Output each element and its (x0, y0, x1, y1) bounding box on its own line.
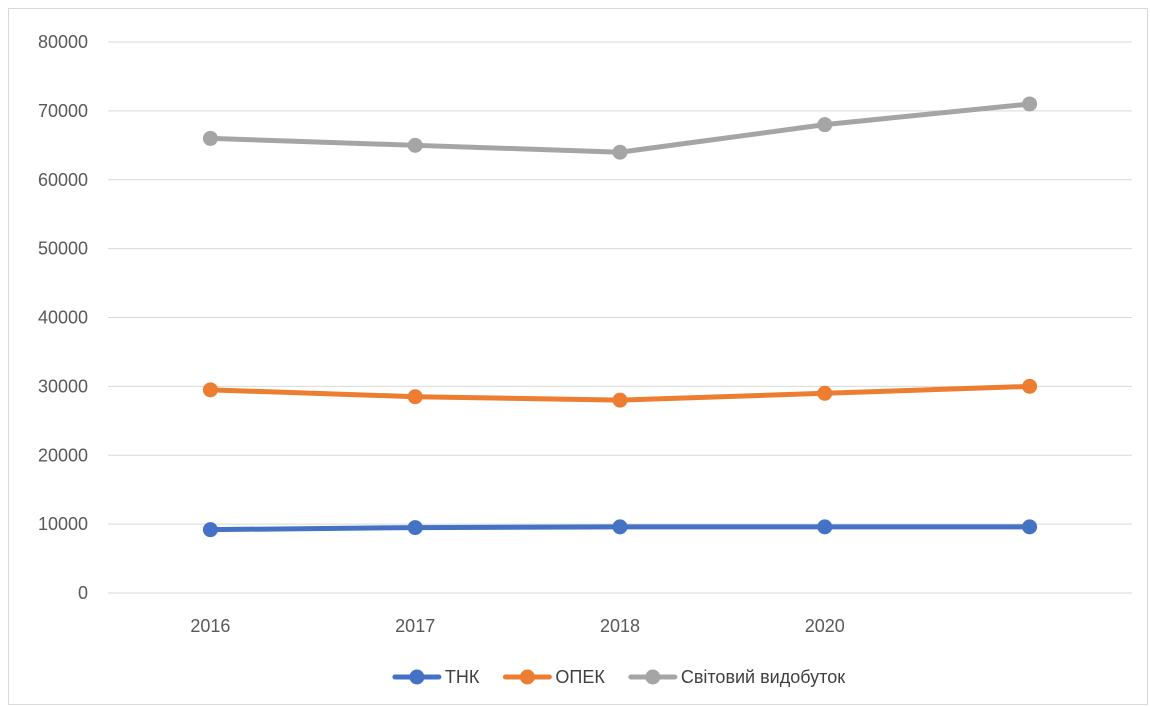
data-point (1022, 96, 1038, 112)
data-point (202, 382, 218, 398)
data-point (817, 519, 833, 535)
y-tick-label: 70000 (38, 101, 88, 121)
y-tick-label: 40000 (38, 308, 88, 328)
legend-marker-dot (409, 669, 425, 685)
data-point (612, 519, 628, 535)
data-point (612, 392, 628, 408)
data-point (407, 520, 423, 536)
y-tick-label: 60000 (38, 170, 88, 190)
y-tick-label: 50000 (38, 239, 88, 259)
legend-label: ОПЕК (555, 667, 605, 687)
x-tick-label: 2016 (190, 616, 230, 636)
data-point (1022, 519, 1038, 535)
x-tick-label: 2018 (600, 616, 640, 636)
legend-marker-dot (645, 669, 661, 685)
data-point (1022, 378, 1038, 394)
legend-label: ТНК (445, 667, 480, 687)
y-tick-label: 20000 (38, 445, 88, 465)
x-tick-label: 2017 (395, 616, 435, 636)
y-tick-label: 10000 (38, 514, 88, 534)
gridlines (108, 41, 1132, 594)
data-point (202, 522, 218, 538)
series-lines (202, 96, 1038, 538)
data-point (202, 130, 218, 146)
legend-label: Світовий видобуток (681, 667, 845, 687)
legend: ТНК ОПЕК Світовий видобуток (392, 667, 845, 687)
data-point (817, 385, 833, 401)
chart-area (8, 8, 1148, 705)
y-axis-tick-labels: 0 10000 20000 30000 40000 50000 60000 70000 8000… (38, 32, 88, 603)
y-tick-label: 0 (78, 583, 88, 603)
data-point (817, 117, 833, 133)
data-point (407, 389, 423, 405)
y-tick-label: 30000 (38, 376, 88, 396)
legend-marker-dot (519, 669, 535, 685)
x-tick-label: 2020 (805, 616, 845, 636)
x-axis-tick-labels: 2016 2017 2018 2020 (190, 616, 844, 636)
y-tick-label: 80000 (38, 32, 88, 52)
data-point (612, 144, 628, 160)
data-point (407, 137, 423, 153)
